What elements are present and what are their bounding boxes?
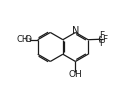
Text: OH: OH [69, 70, 82, 79]
Text: N: N [72, 26, 79, 36]
Text: F: F [102, 35, 107, 44]
Text: O: O [25, 35, 32, 44]
Text: F: F [99, 39, 104, 48]
Text: CH₃: CH₃ [17, 35, 32, 44]
Text: F: F [99, 31, 104, 40]
